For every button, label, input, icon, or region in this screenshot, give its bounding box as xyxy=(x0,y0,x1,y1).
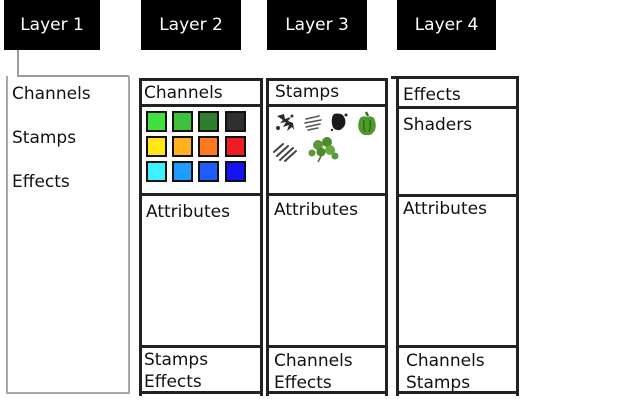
color-swatch[interactable] xyxy=(172,161,193,182)
layer4-footer-stamps[interactable]: Stamps xyxy=(406,373,471,393)
layer3-bottom-line xyxy=(266,391,388,394)
layer3-divider xyxy=(266,104,388,107)
tab-layer-2[interactable]: Layer 2 xyxy=(141,0,241,50)
layer4-header-effects[interactable]: Effects xyxy=(403,85,461,105)
layer1-item-stamps[interactable]: Stamps xyxy=(12,128,77,148)
layer2-section-attributes[interactable]: Attributes xyxy=(146,202,230,222)
layer3-footer-channels[interactable]: Channels xyxy=(274,351,353,371)
ink-stamp-icon[interactable] xyxy=(329,111,349,133)
stripe-stamp-icon[interactable] xyxy=(271,140,299,164)
layer3-divider xyxy=(266,345,388,348)
layer2-panel xyxy=(139,78,263,396)
tab-layer-4[interactable]: Layer 4 xyxy=(397,0,496,50)
tab-layer-1[interactable]: Layer 1 xyxy=(4,0,100,50)
clover-stamp-icon[interactable] xyxy=(306,136,342,164)
layer4-divider xyxy=(399,194,516,197)
color-swatch[interactable] xyxy=(198,161,219,182)
color-swatch[interactable] xyxy=(146,111,167,132)
layer2-bottom-line xyxy=(139,391,263,394)
color-swatch[interactable] xyxy=(172,136,193,157)
color-swatch[interactable] xyxy=(225,161,246,182)
color-swatch[interactable] xyxy=(172,111,193,132)
layer3-footer-effects[interactable]: Effects xyxy=(274,373,332,393)
layer4-bottom-line xyxy=(396,391,519,394)
layer2-divider xyxy=(142,193,260,196)
layer2-header-channels[interactable]: Channels xyxy=(144,83,223,103)
layer4-divider xyxy=(396,345,519,348)
layer4-footer-channels[interactable]: Channels xyxy=(406,351,485,371)
layer4-top-line xyxy=(391,76,519,79)
layer2-footer-effects[interactable]: Effects xyxy=(144,372,202,392)
layer1-item-effects[interactable]: Effects xyxy=(12,172,70,192)
color-swatch[interactable] xyxy=(198,136,219,157)
color-swatch[interactable] xyxy=(146,136,167,157)
layer4-panel xyxy=(396,78,519,396)
layer1-panel xyxy=(6,76,130,394)
layer3-header-stamps[interactable]: Stamps xyxy=(275,82,340,102)
layer1-item-channels[interactable]: Channels xyxy=(12,84,91,104)
color-swatch[interactable] xyxy=(146,161,167,182)
layer4-section-attributes[interactable]: Attributes xyxy=(403,199,487,219)
layer3-panel xyxy=(266,78,388,396)
layer1-connector-top xyxy=(17,75,129,77)
layer2-top-line xyxy=(139,78,263,81)
color-swatch[interactable] xyxy=(198,111,219,132)
layer2-footer-stamps[interactable]: Stamps xyxy=(144,350,209,370)
brush-stamp-icon[interactable] xyxy=(303,113,323,133)
layer4-subheader-shaders[interactable]: Shaders xyxy=(403,115,473,135)
color-swatch[interactable] xyxy=(225,111,246,132)
layer2-divider xyxy=(139,104,263,107)
layer1-connector xyxy=(17,50,19,77)
layer3-top-line xyxy=(266,78,388,81)
splatter-stamp-icon[interactable] xyxy=(274,112,296,134)
layer3-section-attributes[interactable]: Attributes xyxy=(274,200,358,220)
layer3-divider xyxy=(269,193,385,196)
tab-layer-3[interactable]: Layer 3 xyxy=(267,0,367,50)
color-swatch[interactable] xyxy=(225,136,246,157)
layer2-divider xyxy=(139,345,263,348)
layer4-divider xyxy=(396,106,519,109)
pepper-stamp-icon[interactable] xyxy=(355,110,379,138)
